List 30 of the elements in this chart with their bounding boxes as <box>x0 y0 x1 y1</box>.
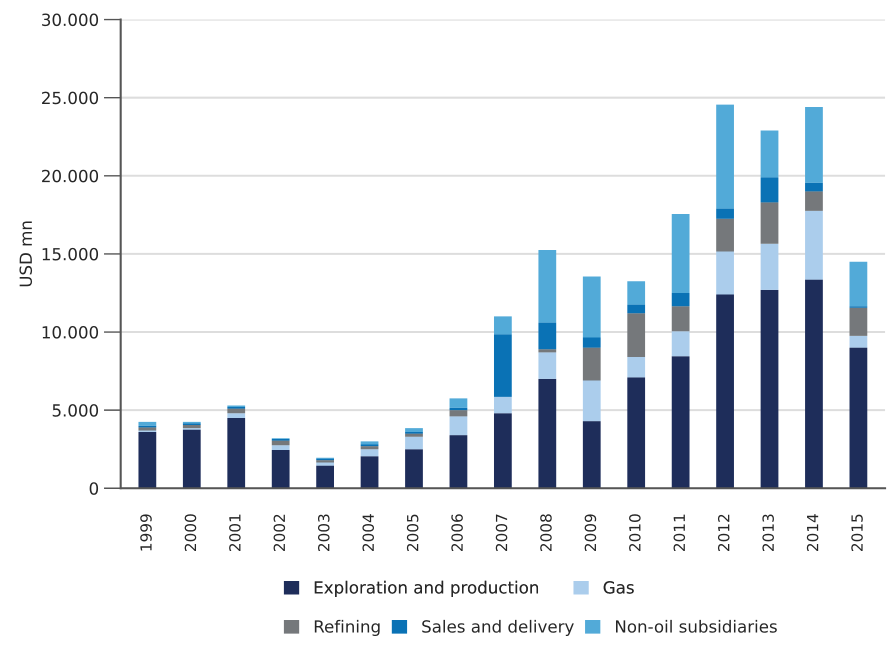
legend-label: Sales and delivery <box>422 620 574 636</box>
legend-label: Gas <box>604 581 634 594</box>
x-tick-label: 2010 <box>629 514 641 552</box>
y-tick-label: 20.000 <box>42 170 98 182</box>
x-tick-label: 2009 <box>584 514 596 552</box>
x-tick-label: 2014 <box>806 514 818 552</box>
x-tick-label: 1999 <box>140 514 152 550</box>
y-tick-label: 15.000 <box>42 248 98 260</box>
x-tick-label: 2007 <box>496 514 508 552</box>
x-tick-label: 2012 <box>718 514 730 552</box>
y-tick-label: 30.000 <box>42 13 98 26</box>
x-tick-label: 2000 <box>184 514 196 552</box>
y-tick-label: 0 <box>90 482 98 495</box>
legend-label: Refining <box>314 620 380 636</box>
legend-label: Exploration and production <box>314 580 538 597</box>
x-tick-label: 2005 <box>406 514 418 552</box>
x-tick-label: 2013 <box>762 514 774 552</box>
x-tick-label: 2015 <box>851 514 863 552</box>
x-tick-label: 2002 <box>274 514 286 552</box>
x-tick-label: 2004 <box>362 514 374 552</box>
y-axis-title: USD mn <box>19 221 32 286</box>
x-tick-label: 2011 <box>674 514 686 552</box>
x-tick-label: 2006 <box>451 514 463 552</box>
y-tick-label: 10.000 <box>42 326 98 339</box>
x-tick-label: 2003 <box>318 514 330 552</box>
legend-label: Non-oil subsidiaries <box>616 620 777 633</box>
y-tick-label: 5.000 <box>52 404 98 417</box>
x-tick-label: 2001 <box>229 514 241 552</box>
y-tick-label: 25.000 <box>42 92 98 104</box>
x-tick-label: 2008 <box>540 514 552 552</box>
